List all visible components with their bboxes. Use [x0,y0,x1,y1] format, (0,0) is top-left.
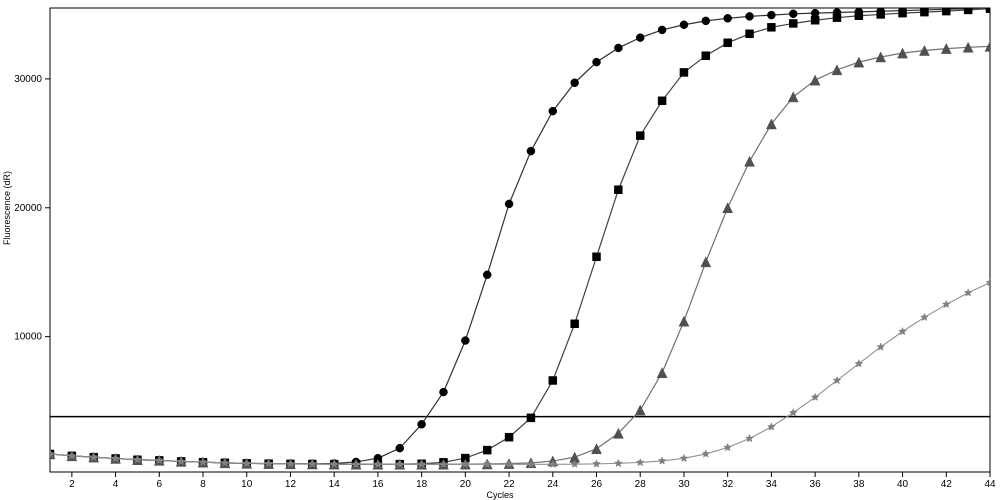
x-tick-label: 20 [460,479,472,490]
y-tick-label: 20000 [14,203,42,214]
x-tick-label: 2 [69,479,75,490]
x-tick-label: 22 [504,479,516,490]
y-axis-label: Fluorescence (dR) [2,171,12,245]
x-tick-label: 16 [372,479,384,490]
x-tick-label: 36 [810,479,822,490]
x-tick-label: 8 [200,479,206,490]
chart-svg: 1000020000300002468101214161820222426283… [0,0,1000,500]
x-tick-label: 12 [285,479,297,490]
x-tick-label: 44 [984,479,996,490]
x-tick-label: 4 [113,479,119,490]
x-tick-label: 38 [853,479,865,490]
x-tick-label: 18 [416,479,428,490]
x-tick-label: 30 [678,479,690,490]
x-tick-label: 14 [329,479,341,490]
x-tick-label: 24 [547,479,559,490]
x-tick-label: 26 [591,479,603,490]
y-tick-label: 30000 [14,74,42,85]
y-tick-label: 10000 [14,332,42,343]
x-tick-label: 34 [766,479,778,490]
x-tick-label: 6 [157,479,163,490]
chart-container: Fluorescence (dR) Cycles 10000 20000 30000… [0,0,1000,500]
x-tick-label: 42 [941,479,953,490]
x-tick-label: 28 [635,479,647,490]
x-tick-label: 32 [722,479,734,490]
x-tick-label: 40 [897,479,909,490]
x-axis-label: Cycles [486,490,513,500]
x-tick-label: 10 [241,479,253,490]
